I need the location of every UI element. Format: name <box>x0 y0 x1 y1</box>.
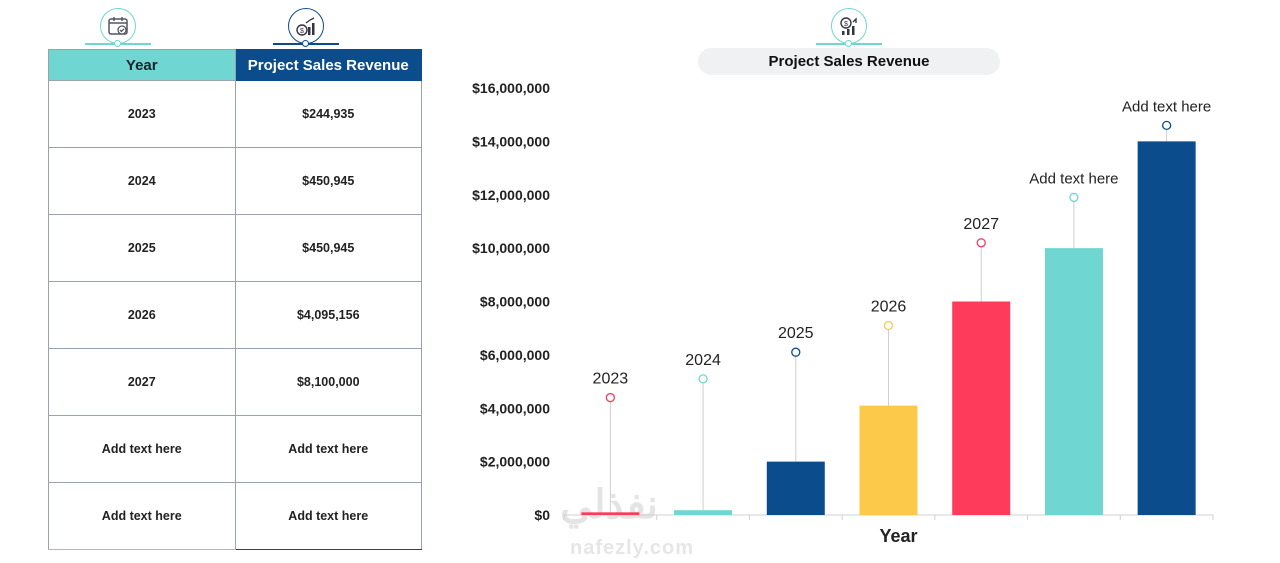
y-tick-label: $0 <box>534 507 550 523</box>
svg-text:$: $ <box>300 28 304 35</box>
year-cell: 2027 <box>48 348 236 416</box>
watermark-latin: nafezly.com <box>570 537 694 559</box>
marker-dot <box>883 320 894 331</box>
marker-dot <box>791 347 801 357</box>
table-row: 2026 $4,095,156 <box>48 281 422 349</box>
category-label: 2023 <box>593 371 629 388</box>
bar-chart: $0 $2,000,000 $4,000,000 $6,000,000 $8,000,0… <box>472 80 1214 546</box>
year-cell: 2024 <box>48 147 236 215</box>
revenue-table: Year Project Sales Revenue 2023 $244,935… <box>48 49 422 550</box>
chart-header-icon-block: $ <box>816 8 882 48</box>
table-row: 2023 $244,935 <box>48 80 422 148</box>
coin-chart-icon: $ <box>288 8 324 44</box>
category-label: 2025 <box>778 325 814 342</box>
y-tick-label: $12,000,000 <box>472 187 550 203</box>
bar-5 <box>1044 248 1103 515</box>
table-row: Add text here Add text here <box>48 482 422 550</box>
marker-dot <box>605 392 616 403</box>
revenue-header-icon-block: $ <box>273 8 339 48</box>
revenue-cell: Add text here <box>234 415 422 483</box>
revenue-cell: Add text here <box>234 482 422 550</box>
bar-3 <box>859 405 918 515</box>
bar-4 <box>952 301 1011 515</box>
table-row: 2025 $450,945 <box>48 214 422 282</box>
y-tick-label: $4,000,000 <box>480 400 550 416</box>
y-tick-label: $10,000,000 <box>472 240 550 256</box>
svg-text:$: $ <box>844 21 848 28</box>
calendar-check-icon <box>100 8 136 44</box>
table-row: Add text here Add text here <box>48 415 422 483</box>
y-tick-label: $6,000,000 <box>480 347 550 363</box>
revenue-cell: $244,935 <box>234 80 422 148</box>
y-tick-label: $8,000,000 <box>480 294 550 310</box>
table-row: 2024 $450,945 <box>48 147 422 215</box>
x-axis-title: Year <box>879 526 917 546</box>
revenue-cell: $450,945 <box>234 147 422 215</box>
dollar-growth-icon: $ <box>831 8 867 44</box>
category-label: Add text here <box>1122 98 1211 115</box>
table-row: 2027 $8,100,000 <box>48 348 422 416</box>
marker-dot <box>1161 120 1172 131</box>
chart-title: Project Sales Revenue <box>698 48 1000 75</box>
category-label: 2024 <box>685 352 721 369</box>
category-label: 2027 <box>963 216 999 233</box>
y-tick-label: $14,000,000 <box>472 133 550 149</box>
y-tick-label: $2,000,000 <box>480 454 550 470</box>
marker-dot <box>698 374 708 384</box>
bar-2 <box>766 461 825 515</box>
year-cell: Add text here <box>48 415 236 483</box>
revenue-cell: $450,945 <box>234 214 422 282</box>
marker-dot <box>1069 192 1079 203</box>
watermark-arabic: نفذلي <box>560 483 658 527</box>
category-label: 2026 <box>871 299 907 316</box>
year-cell: 2025 <box>48 214 236 282</box>
revenue-column-header: Project Sales Revenue <box>234 49 422 81</box>
year-cell: Add text here <box>48 482 236 550</box>
revenue-cell: $4,095,156 <box>234 281 422 349</box>
category-label: Add text here <box>1029 170 1118 187</box>
revenue-cell: $8,100,000 <box>234 348 422 416</box>
marker-dot <box>976 238 986 248</box>
year-cell: 2026 <box>48 281 236 349</box>
year-column-header: Year <box>48 49 236 81</box>
year-header-icon-block <box>85 8 151 48</box>
bar-1 <box>674 510 733 515</box>
bar-6 <box>1137 141 1196 515</box>
year-cell: 2023 <box>48 80 236 148</box>
bar-0 <box>581 512 640 515</box>
y-tick-label: $16,000,000 <box>472 80 550 96</box>
